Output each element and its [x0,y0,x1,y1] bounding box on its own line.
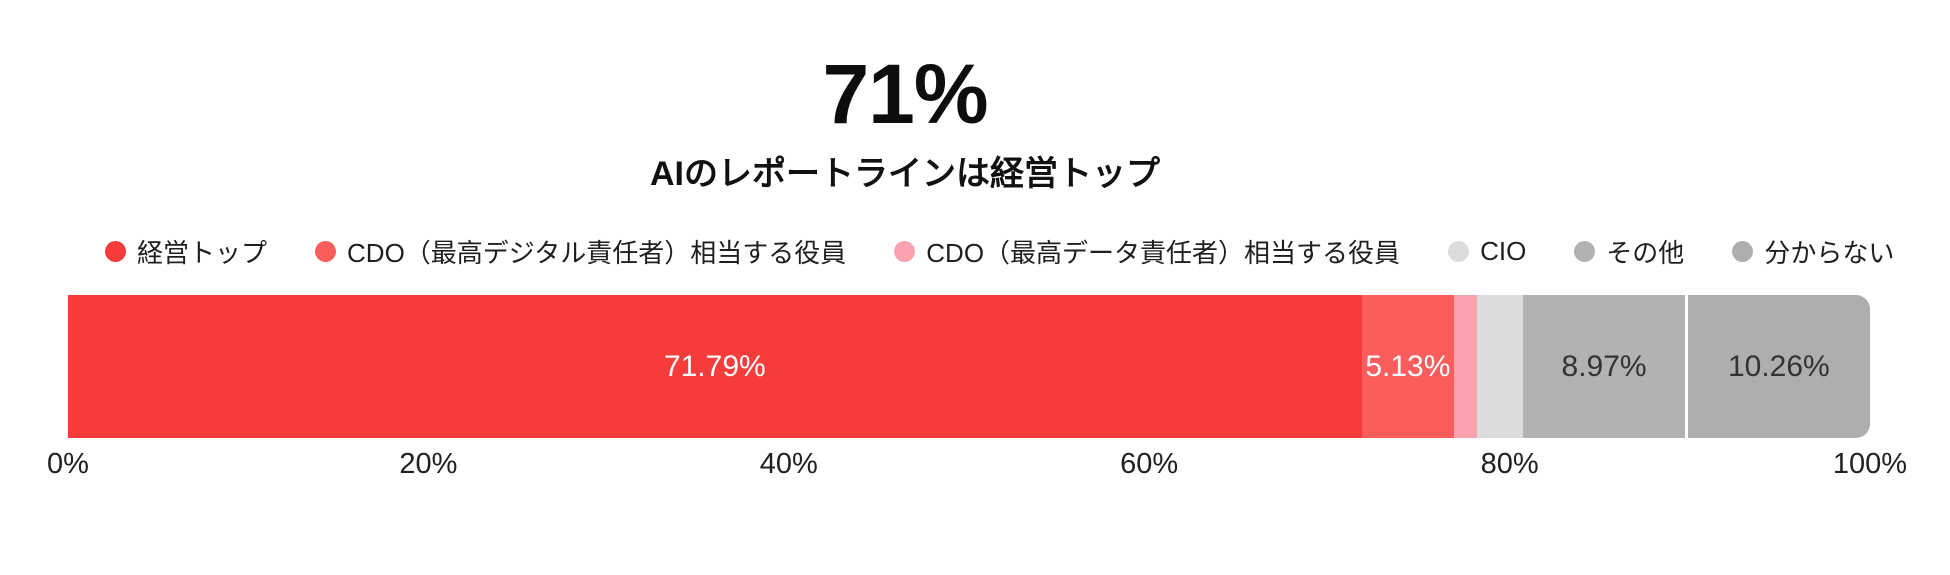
bar-segment [1477,295,1524,438]
legend-item[interactable]: CDO（最高データ責任者）相当する役員 [894,233,1400,270]
chart-subtitle: AIのレポートラインは経営トップ [650,155,1160,193]
headline: 71% [822,47,988,141]
x-axis-tick-label: 60% [1120,448,1179,480]
legend-dot-icon [315,241,337,262]
legend-item[interactable]: 分からない [1732,233,1894,270]
legend-label: CIO [1480,236,1527,266]
legend-dot-icon [1574,241,1596,262]
x-axis-tick-label: 40% [759,448,818,480]
legend: 経営トップ CDO（最高デジタル責任者）相当する役員 CDO（最高データ責任者）相当… [105,233,1894,270]
bar-segment-label: 5.13% [1365,349,1451,383]
legend-item[interactable]: CIO [1448,236,1526,267]
x-axis-tick-label: 0% [47,448,89,480]
bar-segment: 5.13% [1361,295,1455,438]
legend-label: CDO（最高データ責任者）相当する役員 [926,238,1401,268]
bar-segment: 10.26% [1684,295,1870,438]
x-axis: 0% 20% 40% 60% 80% 100% [47,448,1907,484]
title-block: 71% AIのレポートラインは経営トップ [0,52,1810,195]
stacked-bar: 71.79% 5.13% 8.97% 10.26% [68,295,1870,438]
bar-segment-label: 71.79% [663,349,766,383]
x-axis-tick-label: 20% [399,448,458,480]
legend-label: その他 [1606,238,1685,268]
legend-label: 経営トップ [137,238,268,268]
legend-item[interactable]: CDO（最高デジタル責任者）相当する役員 [315,233,846,270]
legend-dot-icon [105,241,126,262]
bar-segment-label: 10.26% [1727,349,1830,383]
legend-label: CDO（最高デジタル責任者）相当する役員 [347,238,847,268]
legend-dot-icon [894,241,916,262]
legend-dot-icon [1732,241,1754,262]
bar-segment-label: 8.97% [1561,349,1647,383]
legend-item[interactable]: その他 [1574,233,1684,270]
legend-dot-icon [1448,241,1470,262]
x-axis-tick-label: 100% [1832,448,1908,480]
x-axis-tick-label: 80% [1480,448,1539,480]
legend-label: 分からない [1764,238,1895,268]
legend-item[interactable]: 経営トップ [105,233,267,270]
bar-segment: 8.97% [1523,295,1685,438]
bar-segment: 71.79% [68,295,1362,438]
bar-segment [1454,295,1478,438]
